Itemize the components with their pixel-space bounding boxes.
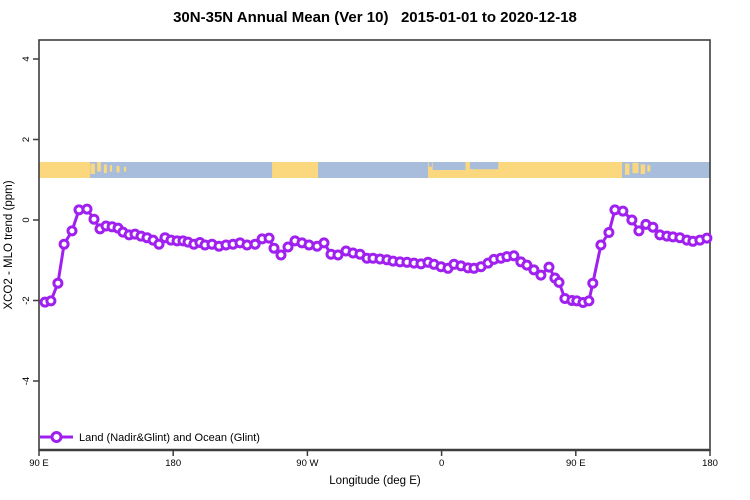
y-tick-label: 0 [21,217,32,222]
data-point [603,227,615,238]
x-tick-label: 90 E [29,458,49,469]
strip-island-patch [109,165,113,172]
legend-label: Land (Nadir&Glint) and Ocean (Glint) [79,432,260,444]
strip-island-patch [625,163,630,175]
x-tick-label: 0 [439,458,444,469]
data-point [647,221,659,233]
data-point [583,295,595,307]
data-point [45,295,57,307]
data-point [617,205,629,217]
plot-border [38,39,711,451]
data-point [633,225,645,237]
y-axis-title: XCO2 - MLO trend (ppm) [3,180,15,309]
chart-title: 30N-35N Annual Mean (Ver 10) 2015-01-01 … [173,9,577,26]
strip-sea-patch [469,162,499,170]
x-axis-title: Longitude (deg E) [329,475,421,487]
data-point [521,259,533,271]
strip-island-patch [640,164,646,174]
strip-island-patch [97,162,101,172]
legend-marker-icon [50,431,63,443]
x-tick-label: 90 E [566,458,586,469]
data-point [318,237,330,249]
data-point [332,249,344,261]
data-series [39,203,713,308]
y-tick-label: -2 [21,296,32,304]
data-point [153,238,165,250]
data-point [587,277,599,289]
y-tick-label: 4 [21,56,32,61]
legend: Land (Nadir&Glint) and Ocean (Glint) [40,431,260,444]
data-point [88,213,100,225]
strip-island-patch [632,162,639,174]
data-point [508,250,520,262]
data-point [263,232,275,244]
x-tick-label: 180 [165,458,181,469]
strip-land-segment [272,162,318,178]
x-tick-label: 180 [702,458,718,469]
x-tick-label: 90 W [296,458,318,469]
strip-land-segment [39,162,90,178]
data-point [626,214,638,226]
data-point [66,225,78,237]
data-point [249,238,261,250]
strip-island-patch [647,165,651,172]
strip-island-patch [123,166,127,172]
axis-ticks: 90 E 180 90 W 0 90 E 180 4 2 0 -2 -4 [21,56,718,469]
data-point [595,239,607,251]
data-point [553,276,565,288]
strip-sea-patch [428,162,432,167]
strip-sea-patch [432,162,466,170]
strip-island-patch [103,164,107,174]
data-point [81,203,93,215]
land-ocean-strip [39,162,710,178]
data-point [282,241,294,253]
y-tick-label: 2 [21,137,32,142]
y-tick-label: -4 [21,377,32,385]
data-point [528,264,540,276]
strip-island-patch [90,163,95,174]
data-point [701,232,713,244]
data-point [543,261,555,273]
data-point [52,277,64,289]
data-point [58,238,70,250]
data-point [535,269,547,281]
strip-island-patch [116,166,120,173]
data-point [275,249,287,261]
data-point [268,242,280,254]
